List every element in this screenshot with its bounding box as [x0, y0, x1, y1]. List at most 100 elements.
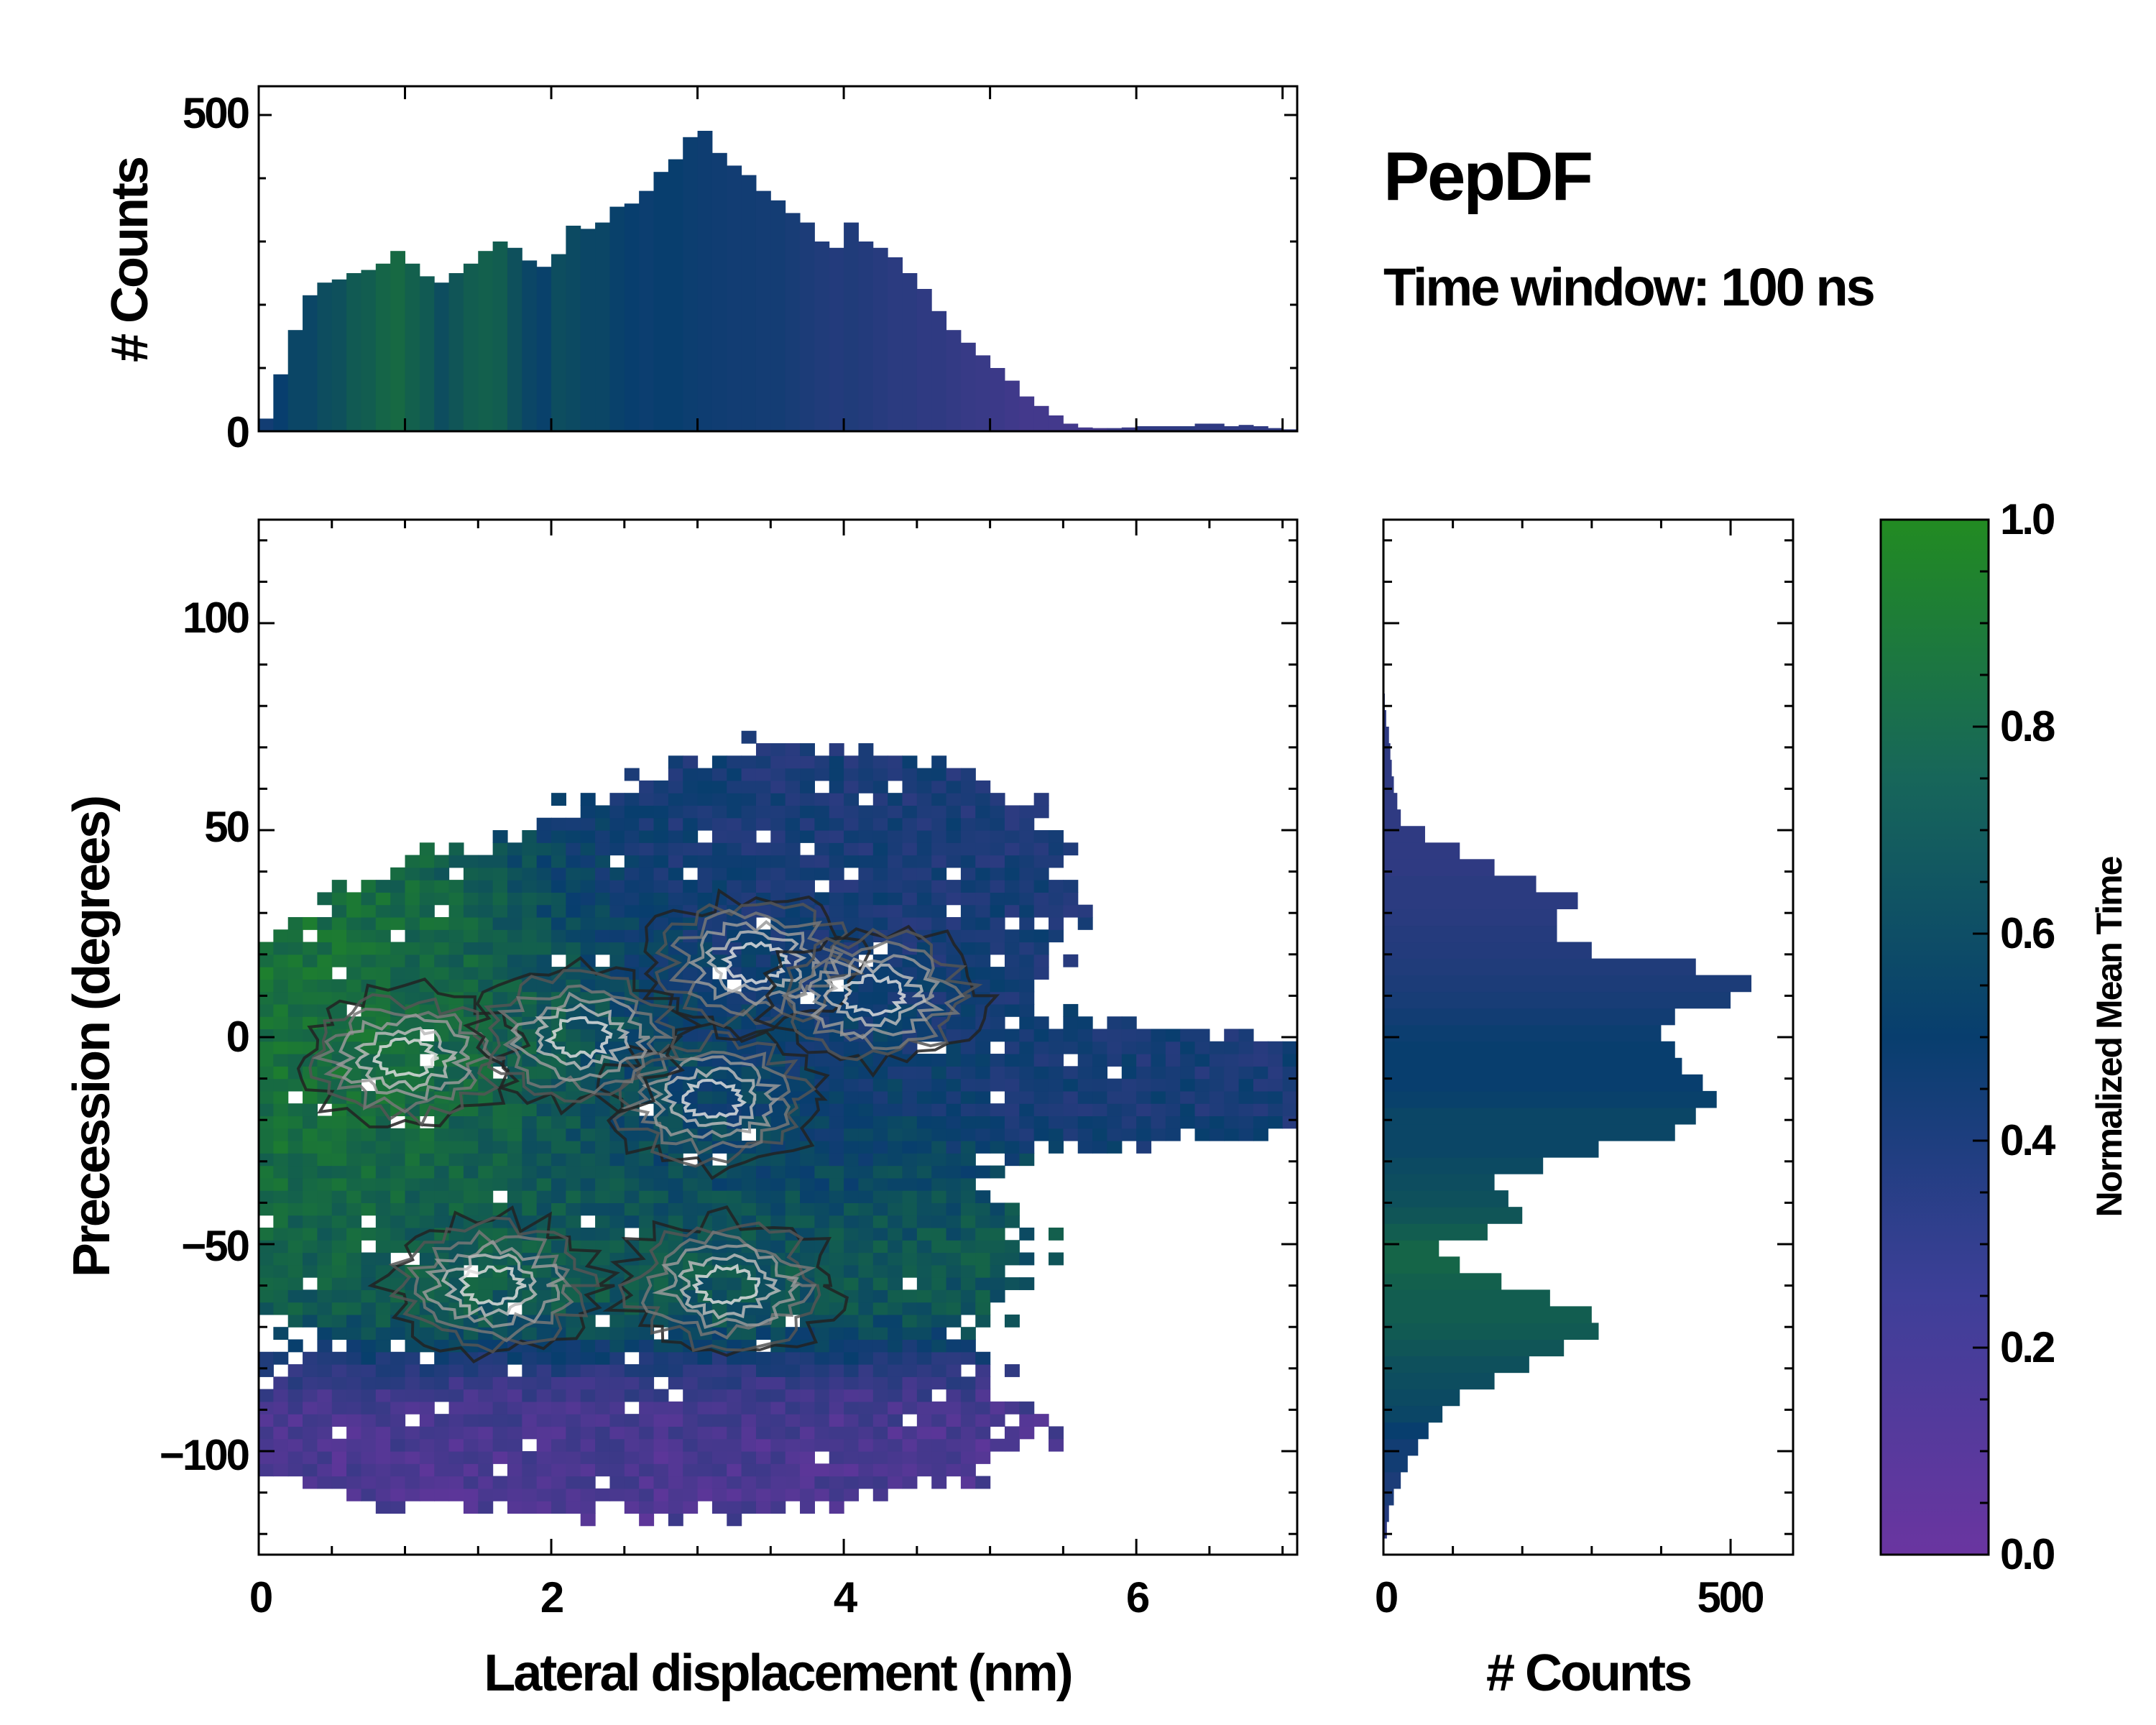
heatmap-cell [405, 1389, 420, 1402]
heatmap-cell [331, 1003, 347, 1017]
heatmap-cell [1049, 842, 1064, 856]
heatmap-cell [639, 1153, 655, 1167]
heatmap-cell [990, 1003, 1005, 1017]
heatmap-cell [273, 1451, 289, 1464]
colorbar-title: Normalized Mean Time [2089, 856, 2129, 1217]
heatmap-cell [697, 1364, 713, 1377]
heatmap-cell [755, 817, 771, 831]
heatmap-cell [785, 1488, 801, 1501]
heatmap-cell [609, 916, 625, 930]
heatmap-cell [858, 1202, 874, 1216]
heatmap-cell [361, 1264, 377, 1278]
heatmap-cell [829, 1066, 844, 1080]
heatmap-cell [858, 1128, 874, 1141]
heatmap-cell [975, 1252, 991, 1266]
heatmap-cell [566, 1501, 581, 1514]
heatmap-cell [975, 1376, 991, 1390]
heatmap-cell [990, 929, 1005, 943]
heatmap-cell [536, 892, 552, 906]
heatmap-cell [1019, 1041, 1035, 1054]
heatmap-cell [683, 1314, 699, 1328]
heatmap-cell [259, 1414, 274, 1427]
heatmap-cell [405, 942, 420, 955]
heatmap-cell [755, 1364, 771, 1377]
heatmap-cell [770, 1153, 786, 1167]
heatmap-cell [419, 867, 435, 880]
heatmap-cell [390, 1090, 406, 1104]
heatmap-cell [259, 1438, 274, 1452]
heatmap-cell [287, 1426, 303, 1440]
heatmap-cell [463, 1463, 479, 1477]
heatmap-cell [273, 1003, 289, 1017]
heatmap-cell [872, 1177, 888, 1191]
heatmap-cell [434, 979, 450, 993]
heatmap-cell [580, 1451, 596, 1464]
heatmap-cell [478, 1438, 494, 1452]
heatmap-cell [287, 1463, 303, 1477]
heatmap-cell [303, 1401, 318, 1414]
heatmap-cell [931, 1376, 947, 1390]
heatmap-cell [829, 1090, 844, 1104]
heatmap-cell [814, 1078, 830, 1092]
heatmap-cell [375, 1376, 391, 1390]
right-histogram-bar [1383, 1389, 1460, 1407]
heatmap-cell [1209, 1128, 1225, 1141]
heatmap-cell [478, 929, 494, 943]
heatmap-cell [522, 1488, 538, 1501]
density-contour [688, 920, 822, 1006]
heatmap-cell [902, 892, 918, 906]
heatmap-cell [317, 1153, 333, 1167]
heatmap-cell [1077, 1103, 1093, 1117]
heatmap-cell [872, 1227, 888, 1241]
heatmap-cell [492, 867, 508, 880]
heatmap-cell [375, 1165, 391, 1179]
heatmap-cell [888, 1116, 903, 1129]
heatmap-cell [580, 1426, 596, 1440]
heatmap-cell [331, 1202, 347, 1216]
right-histogram-bar [1383, 1024, 1662, 1042]
heatmap-cell [448, 1351, 464, 1365]
heatmap-cell [872, 916, 888, 930]
heatmap-cell [697, 1376, 713, 1390]
heatmap-cell [683, 1438, 699, 1452]
heatmap-cell [463, 929, 479, 943]
heatmap-cell [287, 1451, 303, 1464]
heatmap-cell [566, 880, 581, 893]
heatmap-cell [303, 1227, 318, 1241]
heatmap-cell [916, 1376, 932, 1390]
heatmap-cell [390, 1177, 406, 1191]
heatmap-cell [390, 880, 406, 893]
heatmap-cell [960, 1202, 976, 1216]
heatmap-cell [434, 942, 450, 955]
heatmap-cell [507, 916, 522, 930]
heatmap-cell [727, 1302, 742, 1315]
heatmap-cell [522, 1302, 538, 1315]
heatmap-cell [814, 1202, 830, 1216]
heatmap-cell [1224, 1128, 1240, 1141]
heatmap-cell [858, 1314, 874, 1328]
heatmap-cell [1224, 1029, 1240, 1042]
heatmap-cell [844, 1488, 860, 1501]
heatmap-cell [844, 842, 860, 856]
heatmap-cell [931, 1277, 947, 1290]
heatmap-cell [1238, 1054, 1254, 1067]
heatmap-cell [1049, 1041, 1064, 1054]
heatmap-cell [595, 842, 611, 856]
heatmap-cell [975, 904, 991, 918]
heatmap-cell [990, 817, 1005, 831]
heatmap-cell [653, 1476, 669, 1489]
heatmap-cell [551, 1215, 566, 1228]
heatmap-cell [858, 780, 874, 794]
heatmap-cell [902, 1128, 918, 1141]
heatmap-cell [785, 1401, 801, 1414]
heatmap-cell [1136, 1066, 1152, 1080]
heatmap-cell [375, 1389, 391, 1402]
heatmap-cell [273, 1078, 289, 1092]
heatmap-cell [1151, 1029, 1166, 1042]
heatmap-cell [814, 1401, 830, 1414]
heatmap-cell [448, 1488, 464, 1501]
heatmap-cell [785, 817, 801, 831]
heatmap-cell [872, 991, 888, 1005]
heatmap-cell [960, 904, 976, 918]
heatmap-cell [478, 1190, 494, 1203]
